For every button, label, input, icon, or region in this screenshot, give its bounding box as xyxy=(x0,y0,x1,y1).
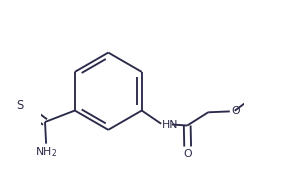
Text: O: O xyxy=(183,149,192,159)
Text: S: S xyxy=(17,99,24,112)
Text: NH$_2$: NH$_2$ xyxy=(35,145,57,159)
Text: HN: HN xyxy=(162,120,178,130)
Text: O: O xyxy=(231,106,240,116)
